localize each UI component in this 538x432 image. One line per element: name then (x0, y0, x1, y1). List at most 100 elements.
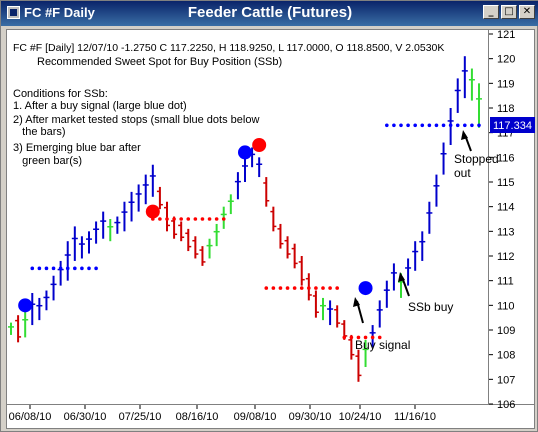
buy-stop-dot (58, 266, 63, 271)
buy-stop-dot (80, 266, 84, 271)
buy-stop-dot (65, 266, 70, 271)
buy-stop-dot (420, 123, 425, 128)
buy-stop-dot (427, 123, 432, 128)
buy-signal-dot[interactable] (238, 145, 252, 160)
buy-stop-dot (37, 266, 42, 271)
buy-signal-dot[interactable] (18, 298, 33, 313)
price-plot-area[interactable] (6, 29, 489, 405)
price-axis[interactable] (489, 29, 535, 405)
maximize-button[interactable]: □ (501, 5, 517, 19)
buy-stop-dot (392, 123, 396, 128)
chart-app-icon (7, 6, 20, 19)
buy-stop-dot (94, 266, 98, 271)
window-tab[interactable]: FC #F Daily (7, 5, 95, 20)
sell-signal-dot[interactable] (145, 204, 160, 219)
sell-stop-dot (200, 217, 205, 221)
y-tick-label: 115 (497, 177, 515, 189)
x-tick-label: 09/30/10 (289, 411, 332, 423)
y-tick-label: 121 (497, 29, 515, 41)
buy-stop-dot (413, 123, 417, 128)
window-controls: _ □ ✕ (483, 5, 535, 19)
y-tick-label: 111 (497, 276, 514, 288)
y-tick-label: 120 (497, 54, 515, 66)
buy-signal-arrow-head (353, 297, 360, 307)
sell-stop-dot (307, 286, 311, 290)
x-tick-labels: 06/08/10 06/30/10 07/25/10 08/16/10 09/08/10… (9, 405, 436, 423)
sell-stop-dot (356, 335, 361, 340)
sell-stop-dot (165, 217, 169, 221)
x-tick-label: 06/08/10 (9, 411, 52, 423)
sell-stop-dot (335, 286, 339, 290)
sell-stop-dot (186, 217, 191, 221)
y-tick-label: 112 (497, 251, 515, 263)
buy-stop-dot (470, 123, 474, 128)
chart-subtitle: Recommended Sweet Spot for Buy Position … (37, 56, 282, 68)
buy-stop-dot (477, 123, 481, 128)
sell-stop-dot (370, 335, 375, 340)
buy-stop-dot (399, 123, 403, 128)
sell-stop-dot (321, 286, 325, 290)
last-price-label-bg (490, 117, 535, 133)
sell-stop-dot (221, 217, 226, 221)
y-tick-label: 119 (497, 78, 515, 90)
quote-line: FC #F [Daily] 12/07/10 -1.2750 C 117.225… (13, 42, 444, 54)
buy-stop-dot (455, 123, 460, 128)
sell-stop-dot (179, 217, 183, 221)
sell-stop-dot (314, 286, 318, 290)
condition-2-cont: the bars) (13, 126, 66, 138)
sell-stop-dot (377, 335, 382, 340)
y-tick-label: 109 (497, 325, 515, 337)
buy-stop-dot (87, 266, 91, 271)
buy-signal-dot[interactable] (358, 281, 373, 296)
window-tab-label: FC #F Daily (24, 5, 95, 20)
condition-3: 3) Emerging blue bar after (13, 142, 141, 154)
buy-stop-dot (463, 123, 467, 128)
buy-stop-dot (385, 123, 389, 128)
buy-stop-dot (73, 266, 77, 271)
minimize-button[interactable]: _ (483, 5, 499, 19)
y-tick-label: 114 (497, 202, 515, 214)
ssb-arrow-head (398, 272, 405, 282)
close-button[interactable]: ✕ (519, 5, 535, 19)
price-bars (8, 56, 482, 382)
y-tick-label: 118 (497, 103, 515, 115)
stopped-label-line1: Stopped (454, 152, 499, 166)
sell-stop-dot (271, 286, 276, 290)
condition-3-cont: green bar(s) (13, 155, 82, 167)
x-tick-label: 11/16/10 (394, 411, 436, 423)
buy-stop-dot (406, 123, 410, 128)
sell-signal-dot[interactable] (252, 138, 267, 152)
condition-2: 2) After market tested stops (small blue… (13, 114, 259, 126)
x-tick-label: 08/16/10 (176, 411, 219, 423)
signal-dots (18, 123, 481, 340)
buy-stop-dot (30, 266, 35, 271)
sell-stop-dot (264, 286, 269, 290)
buy-stop-dot (441, 123, 446, 128)
stopped-label-line2: out (454, 166, 471, 180)
y-tick-labels: 1061071081091101111121131141151161171181… (489, 29, 515, 411)
sell-stop-dot (207, 217, 212, 221)
y-tick-label: 106 (497, 399, 515, 411)
sell-stop-dot (193, 217, 198, 221)
buy-stop-dot (448, 123, 453, 128)
sell-stop-dot (292, 286, 297, 290)
ssb-buy-label: SSb buy (408, 300, 453, 314)
buy-signal-label: Buy signal (355, 338, 410, 352)
stopped-arrow-head (461, 130, 468, 140)
sell-stop-dot (342, 335, 347, 340)
y-tick-label: 113 (497, 226, 515, 238)
x-tick-label: 06/30/10 (64, 411, 107, 423)
date-axis[interactable] (6, 405, 535, 429)
conditions-heading: Conditions for SSb: (13, 88, 108, 100)
buy-stop-dot (44, 266, 49, 271)
condition-1: 1. After a buy signal (large blue dot) (13, 100, 187, 112)
sell-stop-dot (363, 335, 368, 340)
sell-stop-dot (299, 286, 304, 290)
sell-stop-dot (349, 335, 354, 340)
y-tick-label: 116 (497, 152, 515, 164)
sell-stop-dot (285, 286, 290, 290)
sell-stop-dot (278, 286, 283, 290)
x-tick-label: 07/25/10 (119, 411, 162, 423)
